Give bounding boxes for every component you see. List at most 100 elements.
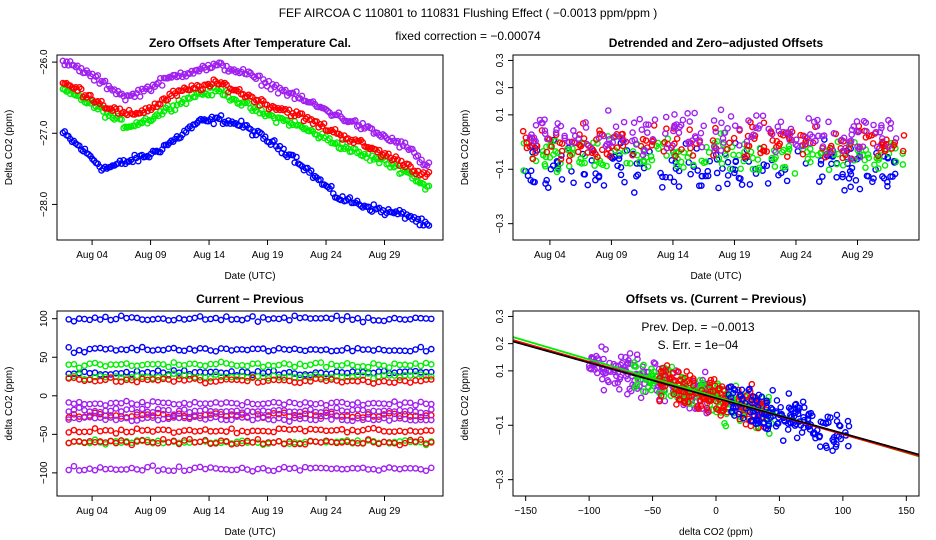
point-purple: [663, 144, 671, 152]
point-red: [280, 440, 288, 448]
point-green: [417, 362, 425, 370]
y-axis-label-p3: delta CO2 (ppm): [4, 367, 15, 441]
point-red: [712, 124, 719, 132]
point-blue: [758, 393, 766, 401]
point-red: [401, 428, 409, 436]
point-purple: [328, 465, 335, 473]
x-tick-label: Aug 09: [135, 506, 167, 517]
point-green: [338, 362, 346, 369]
point-purple: [691, 109, 698, 117]
point-purple: [428, 416, 435, 424]
point-green: [301, 362, 309, 370]
point-red: [881, 147, 889, 155]
point-blue: [869, 178, 876, 186]
point-blue: [91, 345, 99, 352]
point-green: [839, 162, 847, 169]
point-purple: [697, 129, 705, 137]
point-blue: [333, 347, 341, 355]
point-blue: [217, 316, 225, 324]
point-red: [594, 153, 601, 161]
point-purple: [149, 462, 157, 469]
point-purple: [526, 134, 534, 141]
point-purple: [886, 125, 894, 132]
point-red: [730, 134, 738, 142]
point-green: [749, 165, 757, 173]
point-green: [102, 362, 109, 370]
point-green: [265, 361, 272, 369]
point-purple: [154, 416, 162, 424]
point-red: [707, 397, 715, 404]
point-red: [862, 134, 870, 141]
point-blue: [385, 347, 393, 355]
point-green: [359, 362, 367, 370]
point-purple: [96, 464, 104, 471]
point-blue: [312, 314, 319, 322]
point-purple: [244, 407, 251, 415]
x-tick-label: 0: [713, 506, 719, 517]
point-purple: [611, 380, 619, 387]
point-red: [681, 374, 689, 382]
point-red: [713, 405, 720, 412]
point-blue: [428, 368, 435, 376]
y-tick-label: −0.3: [495, 213, 506, 233]
point-blue: [338, 347, 346, 354]
point-purple: [317, 409, 325, 416]
point-purple: [338, 465, 346, 473]
point-blue: [833, 173, 840, 181]
point-purple: [181, 406, 188, 413]
point-green: [809, 151, 816, 158]
point-red: [286, 426, 293, 433]
point-purple: [233, 466, 241, 474]
point-blue: [322, 346, 330, 353]
point-purple: [670, 127, 677, 135]
point-green: [749, 154, 757, 162]
point-purple: [719, 135, 727, 142]
point-purple: [138, 467, 146, 474]
point-blue: [698, 172, 706, 180]
point-purple: [536, 116, 544, 124]
point-green: [228, 361, 235, 368]
point-purple: [317, 399, 325, 407]
point-blue: [784, 426, 792, 433]
point-blue: [879, 173, 886, 180]
point-purple: [370, 465, 377, 473]
point-red: [574, 148, 582, 156]
point-purple: [265, 399, 272, 407]
point-red: [317, 439, 325, 446]
point-purple: [583, 140, 591, 148]
point-purple: [417, 398, 425, 406]
point-red: [138, 427, 146, 434]
point-purple: [91, 466, 99, 474]
point-purple: [425, 159, 433, 166]
point-purple: [885, 143, 892, 151]
point-red: [660, 148, 668, 155]
x-axis-label-p1: Date (UTC): [224, 271, 275, 282]
point-green: [862, 164, 869, 171]
point-blue: [191, 347, 199, 354]
point-red: [212, 440, 220, 447]
point-blue: [249, 345, 256, 353]
point-blue: [863, 172, 871, 180]
point-blue: [570, 179, 577, 187]
y-tick-label: 50: [39, 351, 50, 363]
point-green: [91, 359, 99, 367]
point-red: [228, 425, 235, 432]
point-red: [678, 146, 685, 153]
point-blue: [343, 344, 351, 352]
point-blue: [822, 419, 830, 427]
point-blue: [354, 314, 362, 322]
point-blue: [887, 173, 894, 180]
point-blue: [884, 178, 891, 186]
point-blue: [729, 404, 737, 412]
point-red: [212, 428, 220, 435]
point-purple: [406, 406, 414, 414]
point-red: [720, 407, 727, 414]
point-red: [526, 143, 534, 150]
point-red: [338, 378, 346, 386]
point-red: [307, 425, 314, 433]
point-red: [296, 412, 304, 420]
point-purple: [244, 398, 251, 406]
point-blue: [737, 392, 745, 400]
point-green: [107, 361, 115, 368]
point-purple: [291, 399, 298, 407]
